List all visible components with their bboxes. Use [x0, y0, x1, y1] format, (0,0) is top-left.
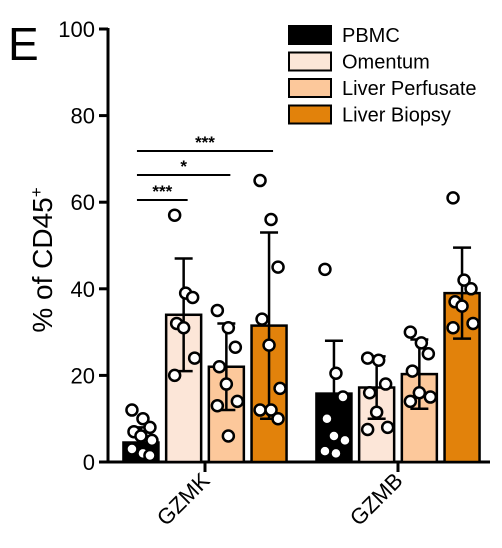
- data-point: [221, 429, 236, 443]
- panel-letter: E: [8, 18, 39, 70]
- x-tick-label: GZMB: [345, 468, 408, 531]
- data-point: [255, 312, 269, 326]
- x-tick-label: GZMK: [152, 468, 215, 531]
- legend-label: Liver Perfusate: [342, 78, 477, 100]
- data-point: [403, 325, 418, 339]
- data-point: [212, 359, 227, 374]
- legend: PBMC Omentum Liver Perfusate Liver Biopsy: [288, 25, 477, 127]
- y-tick-label: 80: [71, 104, 95, 129]
- data-point: [262, 338, 276, 352]
- data-point: [210, 398, 225, 413]
- legend-swatch: [288, 25, 332, 45]
- data-point: [264, 212, 278, 227]
- data-point: [264, 403, 278, 417]
- data-point: [423, 390, 438, 404]
- significance-label: ***: [195, 133, 215, 152]
- data-point: [464, 282, 478, 296]
- significance-brackets: *******: [136, 133, 274, 201]
- data-point: [446, 191, 460, 205]
- data-point: [167, 368, 182, 383]
- legend-swatch: [288, 78, 332, 98]
- data-point: [455, 299, 469, 313]
- data-point: [228, 340, 243, 355]
- data-point: [143, 420, 157, 435]
- y-axis-label-text: % of CD45: [27, 197, 58, 332]
- data-point: [219, 377, 234, 391]
- data-point: [446, 321, 460, 335]
- y-axis-label-superscript: +: [27, 187, 46, 197]
- data-point: [318, 262, 332, 277]
- data-point: [145, 433, 159, 448]
- data-point: [336, 390, 350, 404]
- data-point: [134, 429, 148, 443]
- data-point: [466, 316, 480, 331]
- data-point: [371, 353, 386, 367]
- data-point: [329, 446, 343, 461]
- data-point: [253, 403, 267, 417]
- legend-swatch: [288, 51, 332, 72]
- significance-label: *: [180, 157, 187, 176]
- data-point: [136, 411, 150, 426]
- data-point: [360, 351, 375, 365]
- data-point: [405, 364, 420, 378]
- y-axis-label: % of CD45+: [27, 187, 58, 332]
- data-point: [167, 208, 182, 222]
- data-point: [412, 385, 427, 400]
- significance-label: ***: [152, 182, 172, 201]
- data-point: [362, 385, 377, 400]
- data-point: [421, 347, 436, 361]
- data-point: [271, 411, 285, 426]
- data-point: [414, 336, 429, 350]
- data-point: [125, 403, 139, 417]
- svg-text:% of CD45+: % of CD45+: [27, 187, 58, 332]
- data-point: [327, 429, 341, 443]
- y-tick-label: 20: [71, 363, 95, 388]
- legend-swatch: [288, 104, 332, 125]
- data-point: [378, 377, 393, 391]
- y-tick-label: 100: [58, 17, 95, 42]
- data-point: [369, 405, 384, 419]
- data-point: [403, 394, 418, 409]
- data-point: [273, 381, 287, 396]
- data-point: [143, 448, 157, 463]
- data-point: [185, 290, 200, 305]
- data-point: [176, 321, 191, 335]
- data-point: [210, 303, 225, 318]
- data-point: [271, 260, 285, 274]
- y-tick-label: 60: [71, 190, 95, 215]
- y-tick-label: 0: [83, 450, 95, 475]
- data-point: [338, 433, 352, 448]
- data-point: [457, 273, 471, 287]
- legend-label: Liver Biopsy: [342, 105, 451, 127]
- bars: [122, 173, 481, 464]
- data-point: [221, 321, 236, 335]
- data-point: [380, 420, 395, 435]
- data-point: [125, 442, 139, 456]
- data-point: [360, 422, 375, 437]
- data-point: [230, 394, 245, 409]
- legend-label: Omentum: [342, 52, 430, 74]
- legend-label: PBMC: [342, 25, 400, 47]
- y-tick-label: 40: [71, 277, 95, 302]
- data-point: [318, 444, 332, 458]
- data-point: [253, 173, 267, 188]
- data-point: [329, 366, 343, 380]
- data-point: [187, 351, 202, 365]
- data-point: [320, 411, 334, 426]
